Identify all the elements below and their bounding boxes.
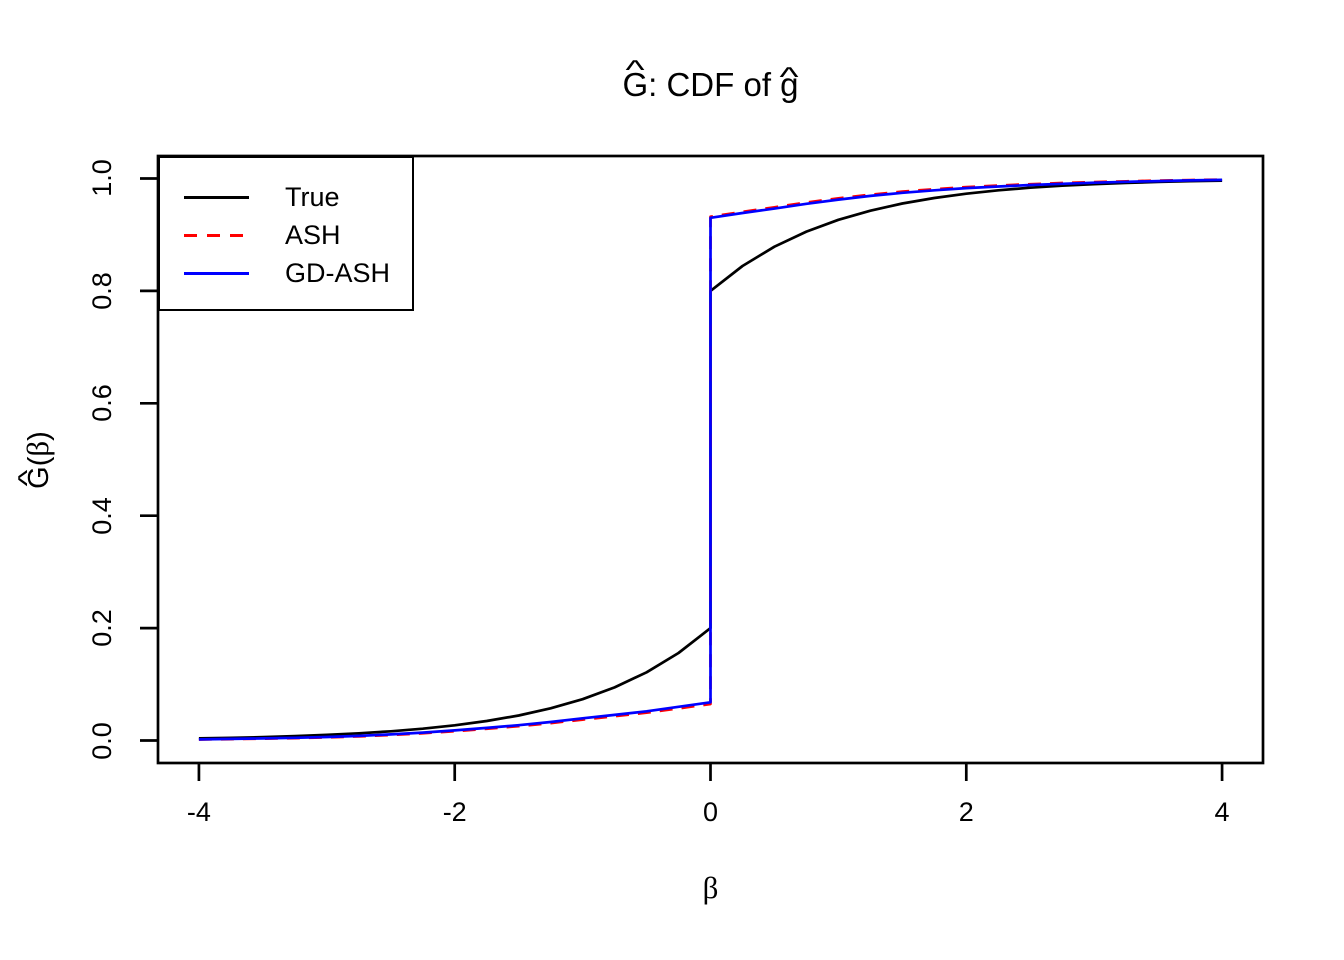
- series-gd-ash-line: [198, 178, 1223, 741]
- y-tick-label: 0.2: [87, 609, 117, 647]
- g-hat-symbol: ^ g: [779, 62, 799, 103]
- legend-box: True ASH GD-ASH: [158, 156, 414, 311]
- hat-accent: ^: [14, 469, 42, 486]
- legend-label: GD-ASH: [285, 257, 391, 288]
- y-tick-label: 0.4: [87, 496, 117, 535]
- G-hat-symbol: ^ G: [622, 55, 649, 103]
- y-tick-label: 0.0: [87, 721, 117, 760]
- legend-item-ash: ASH: [184, 216, 412, 254]
- G-hat-symbol: ^ G: [14, 466, 55, 489]
- legend-label: ASH: [285, 219, 341, 250]
- beta-symbol: β: [20, 440, 55, 457]
- y-axis-label: ^ G(β): [14, 431, 55, 489]
- x-tick-label: 4: [1214, 797, 1230, 827]
- x-tick-label: 2: [958, 797, 974, 827]
- x-tick-label: -2: [442, 797, 467, 827]
- legend-item-true: True: [184, 178, 412, 216]
- legend-item-gd-ash: GD-ASH: [184, 254, 412, 292]
- legend-line-sample-solid: [184, 271, 249, 275]
- x-tick-label: -4: [186, 797, 211, 827]
- legend-line-sample-dashed: [184, 233, 249, 237]
- hat-accent: ^: [625, 55, 645, 86]
- legend-label: True: [285, 181, 340, 212]
- y-tick-label: 0.6: [87, 384, 117, 423]
- x-axis-label: β: [158, 870, 1263, 906]
- y-tick-label: 1.0: [87, 159, 117, 198]
- beta-symbol: β: [702, 870, 719, 905]
- plot-title: ^ G: CDF of ^ g: [622, 55, 799, 103]
- y-tick-label: 0.8: [87, 272, 117, 310]
- hat-accent: ^: [779, 62, 799, 93]
- legend-line-sample-solid: [184, 195, 249, 199]
- x-tick-label: 0: [702, 797, 719, 827]
